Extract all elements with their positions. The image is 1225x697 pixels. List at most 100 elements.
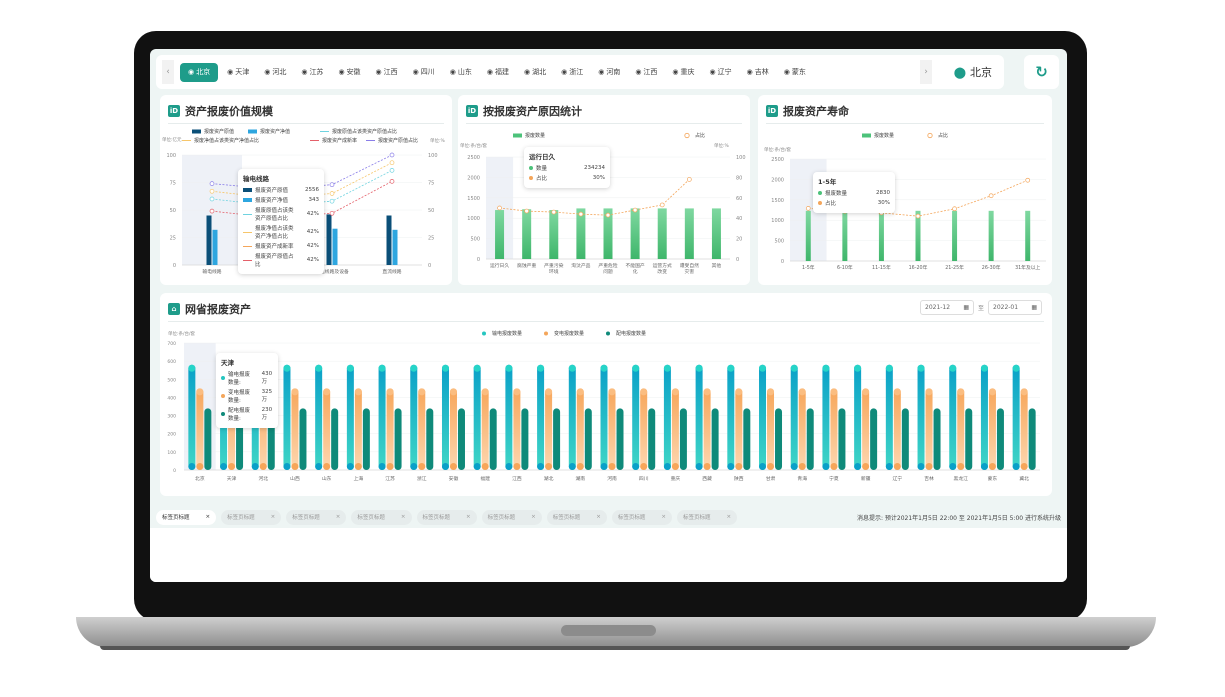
bar [878, 210, 884, 261]
bar [386, 215, 392, 265]
close-icon[interactable]: × [726, 514, 732, 520]
tab-item[interactable]: 标签页标题 × [677, 509, 738, 525]
province-tab[interactable]: ◉ 蒙东 [778, 67, 812, 77]
y-tick-label: 1000 [467, 216, 480, 222]
tab-item[interactable]: 标签页标题 × [546, 509, 607, 525]
close-icon[interactable]: × [270, 514, 276, 520]
current-city[interactable]: ⬤ 北京 [954, 64, 998, 80]
close-icon[interactable]: × [596, 514, 601, 520]
province-tab[interactable]: ◉ 湖北 [518, 67, 552, 77]
line-point [389, 152, 395, 158]
tab-label: 标签页标题 [227, 515, 255, 521]
bar-cap [957, 388, 965, 396]
line-point [209, 188, 215, 194]
province-tab[interactable]: ◉ 河北 [258, 67, 292, 77]
tab-item[interactable]: 标签页标题 × [611, 509, 672, 525]
bar [885, 364, 893, 470]
tab-item[interactable]: 标签页标题 × [286, 509, 347, 525]
tooltip-name: 占比 [825, 201, 837, 207]
province-tab[interactable]: ◉ 辽宁 [704, 67, 738, 77]
bar-base [283, 463, 291, 470]
bar-cap [600, 364, 608, 372]
tab-item[interactable]: 标签页标题 × [221, 509, 282, 525]
tooltip-value: 230万 [261, 407, 273, 421]
close-icon[interactable]: × [661, 514, 666, 520]
province-tab[interactable]: ◉ 吉林 [741, 67, 775, 77]
x-tick-label: 青海 [797, 475, 807, 482]
province-tab[interactable]: ◉ 北京 [180, 62, 219, 82]
bar-base [505, 463, 513, 470]
panel-title: 按报废资产原因统计 [483, 105, 582, 118]
panel-title: 报废资产寿命 [783, 105, 849, 118]
tab-item[interactable]: 标签页标题 × [351, 509, 412, 525]
province-tab[interactable]: ◉ 江苏 [295, 67, 329, 77]
tooltip-marker [818, 191, 822, 195]
refresh-button[interactable]: ↻ [1024, 55, 1059, 89]
legend-label: 变电报废数量 [554, 330, 584, 337]
province-label: 辽宁 [717, 68, 732, 76]
province-label: 江西 [383, 68, 398, 76]
province-tab[interactable]: ◉ 安徽 [332, 67, 366, 77]
tab-label: 标签页标题 [683, 515, 711, 521]
y-tick-label: 300 [167, 414, 176, 420]
divider [168, 123, 444, 124]
province-label: 天津 [235, 68, 250, 76]
province-tab[interactable]: ◉ 重庆 [666, 67, 700, 77]
bar [522, 209, 532, 259]
province-tab[interactable]: ◉ 江西 [370, 67, 404, 77]
series-line [211, 181, 393, 219]
close-icon[interactable]: × [205, 514, 211, 520]
tab-label: 标签页标题 [357, 515, 385, 521]
legend-swatch [684, 132, 690, 139]
y-tick-label: 0 [173, 468, 176, 474]
x-tick-label: 21-25年 [945, 264, 964, 271]
close-icon[interactable]: × [531, 514, 536, 520]
bar [576, 208, 586, 259]
bar-cap [893, 388, 901, 396]
series-line [211, 170, 393, 207]
tab-item[interactable]: 标签页标题 × [416, 509, 477, 525]
y-tick-label: 100 [166, 153, 176, 159]
province-tab[interactable]: ◉ 山东 [444, 67, 478, 77]
bar [957, 388, 965, 470]
chevron-right-icon[interactable]: › [920, 60, 932, 84]
bar-cap [862, 388, 870, 396]
date-from-input[interactable]: 2021-12 ▦ [920, 300, 974, 315]
legend-label: 报废资产原值占比 [378, 137, 418, 144]
close-icon[interactable]: × [335, 514, 341, 520]
y2-tick-label: 0 [736, 257, 739, 263]
tooltip-value: 2830 [876, 190, 890, 196]
line-point [632, 207, 638, 213]
tab-item[interactable]: 标签页标题 × [481, 509, 542, 525]
close-icon[interactable]: × [466, 514, 471, 520]
bar-cap [1012, 364, 1020, 372]
province-tab[interactable]: ◉ 浙江 [555, 67, 589, 77]
province-tab[interactable]: ◉ 天津 [221, 67, 255, 77]
bar [980, 364, 988, 470]
x-tick-label: 陕西 [734, 475, 744, 482]
map-pin-icon: ◉ [746, 68, 753, 76]
legend-label: 配电报废数量 [616, 330, 646, 337]
bar-base [671, 463, 679, 470]
province-tab[interactable]: ◉ 江西 [629, 67, 663, 77]
close-icon[interactable]: × [400, 514, 406, 520]
map-pin-icon: ◉ [449, 68, 456, 76]
province-tab[interactable]: ◉ 福建 [481, 67, 515, 77]
bar [332, 228, 338, 265]
date-to-input[interactable]: 2022-01 ▦ [988, 300, 1042, 315]
province-tab[interactable]: ◉ 河南 [592, 67, 626, 77]
tab-item[interactable]: 标签页标题 × [156, 509, 217, 525]
bar-cap [988, 388, 996, 396]
bar [663, 364, 671, 470]
x-tick-label: 改变 [657, 268, 667, 275]
tooltip-row: 输电报废数量: 430万 [221, 370, 273, 386]
province-tab[interactable]: ◉ 四川 [407, 67, 441, 77]
tab-bar: 标签页标题 × 标签页标题 × 标签页标题 × 标签页标题 × 标签页标题 × 标签页标题 × 标签页标… [156, 508, 1061, 526]
unit-right: 单位:% [714, 142, 730, 149]
bar [917, 364, 925, 470]
bar [584, 408, 592, 470]
province-label: 福建 [494, 68, 509, 76]
unit-left: 单位:条/台/套 [764, 146, 792, 153]
chevron-left-icon[interactable]: ‹ [162, 60, 174, 84]
bar [315, 364, 323, 470]
